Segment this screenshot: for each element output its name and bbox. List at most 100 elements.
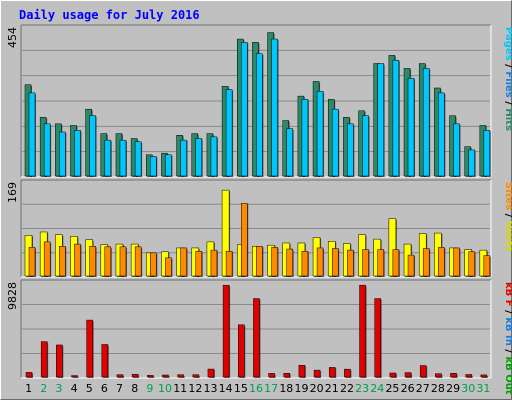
files-bar: [316, 90, 324, 177]
sites-bar: [271, 247, 278, 277]
kbytes-bar: [404, 372, 412, 378]
files-bar: [210, 136, 218, 177]
kbytes-bar: [192, 374, 200, 378]
legend-segment: Hits: [503, 108, 512, 131]
files-bar: [468, 149, 475, 177]
day-label: 7: [116, 382, 123, 395]
files-bar: [438, 92, 445, 177]
files-bar: [104, 139, 112, 177]
day-label: 5: [86, 382, 93, 395]
kbytes-bar: [298, 364, 306, 378]
day-label: 27: [416, 382, 430, 395]
kbytes-bar: [56, 344, 63, 378]
files-bar: [59, 131, 66, 177]
day-label: 25: [385, 382, 399, 395]
day-label: 20: [310, 382, 324, 395]
day-label: 17: [264, 382, 278, 395]
kbytes-bar: [419, 365, 427, 378]
day-label: 9: [146, 382, 153, 395]
day-label: 8: [131, 382, 138, 395]
sites-bar: [407, 254, 415, 277]
visits-bar: [221, 189, 230, 277]
files-bar: [134, 141, 142, 177]
kbytes-bar: [344, 368, 351, 378]
legend-segment: kB Out: [503, 356, 512, 394]
sites-bar: [43, 241, 51, 277]
day-label: 23: [355, 382, 369, 395]
day-label: 24: [370, 382, 384, 395]
legend-segment: Visits: [503, 221, 512, 252]
files-bar: [362, 115, 369, 177]
kbytes-bar: [131, 373, 139, 378]
files-bar: [286, 128, 293, 177]
sites-bar: [256, 246, 263, 277]
chart-title: Daily usage for July 2016: [19, 8, 200, 22]
sites-bar: [134, 246, 142, 277]
sites-bar: [74, 243, 81, 277]
y-axis-max-label: 169: [6, 182, 19, 203]
sites-bar: [165, 257, 172, 277]
sites-bar: [301, 250, 309, 277]
kbytes-bar-shadow: [72, 376, 79, 378]
day-label: 19: [294, 382, 308, 395]
kbytes-bar: [86, 319, 93, 378]
sites-bar: [316, 247, 324, 277]
sites-bar: [28, 247, 36, 277]
kbytes-bar: [116, 374, 124, 378]
day-label: 14: [219, 382, 233, 395]
legend-segment: /: [503, 61, 512, 72]
day-label: 3: [55, 382, 62, 395]
sites-bar: [119, 246, 127, 277]
day-label: 30: [461, 382, 475, 395]
files-bar: [225, 89, 233, 177]
legend-segment: kB In: [503, 317, 512, 346]
kbytes-bar: [253, 298, 260, 378]
sites-bar: [241, 203, 248, 277]
legend-3: kB F / kB In / kB Out: [503, 282, 512, 395]
files-bar: [150, 156, 157, 177]
sites-bar: [195, 250, 203, 277]
kbytes-bar: [207, 368, 215, 378]
day-label: 6: [101, 382, 108, 395]
day-label: 18: [279, 382, 293, 395]
kbytes-bar: [101, 344, 109, 378]
legend-segment: kB F: [503, 282, 512, 307]
files-bar: [165, 154, 172, 177]
sites-bar: [468, 251, 475, 277]
legend-segment: /: [503, 307, 512, 318]
legend-2: Sites / Visits: [503, 182, 512, 252]
sites-bar: [180, 247, 187, 277]
files-bar: [453, 123, 460, 177]
kbytes-bar: [25, 372, 33, 378]
legend-segment: /: [503, 346, 512, 357]
kbytes-bar: [147, 375, 154, 378]
files-bar: [407, 77, 415, 177]
kbytes-bar: [268, 373, 275, 378]
kbytes-bar: [435, 373, 442, 378]
y-axis-max-label: 454: [6, 27, 19, 48]
day-label: 13: [204, 382, 218, 395]
sites-bar: [286, 248, 293, 277]
y-axis-max-label: 9828: [6, 282, 19, 310]
legend-segment: Pages: [503, 27, 512, 61]
legend-segment: /: [503, 98, 512, 109]
day-label: 1: [25, 382, 32, 395]
kbytes-bar: [359, 284, 366, 378]
sites-bar: [483, 255, 491, 277]
day-label: 15: [234, 382, 248, 395]
kbytes-bar: [389, 372, 397, 378]
files-bar: [271, 38, 278, 177]
kbytes-bar: [374, 298, 381, 378]
sites-bar: [347, 249, 354, 277]
sites-bar: [377, 249, 384, 277]
legend-segment: Sites: [503, 182, 512, 210]
files-bar: [301, 99, 309, 177]
files-bar: [392, 60, 400, 177]
legend-segment: Files: [503, 71, 512, 97]
files-bar: [256, 53, 263, 177]
files-bar: [241, 42, 248, 177]
kbytes-bar: [177, 374, 184, 378]
kbytes-bar: [328, 367, 336, 378]
files-bar: [195, 138, 203, 177]
